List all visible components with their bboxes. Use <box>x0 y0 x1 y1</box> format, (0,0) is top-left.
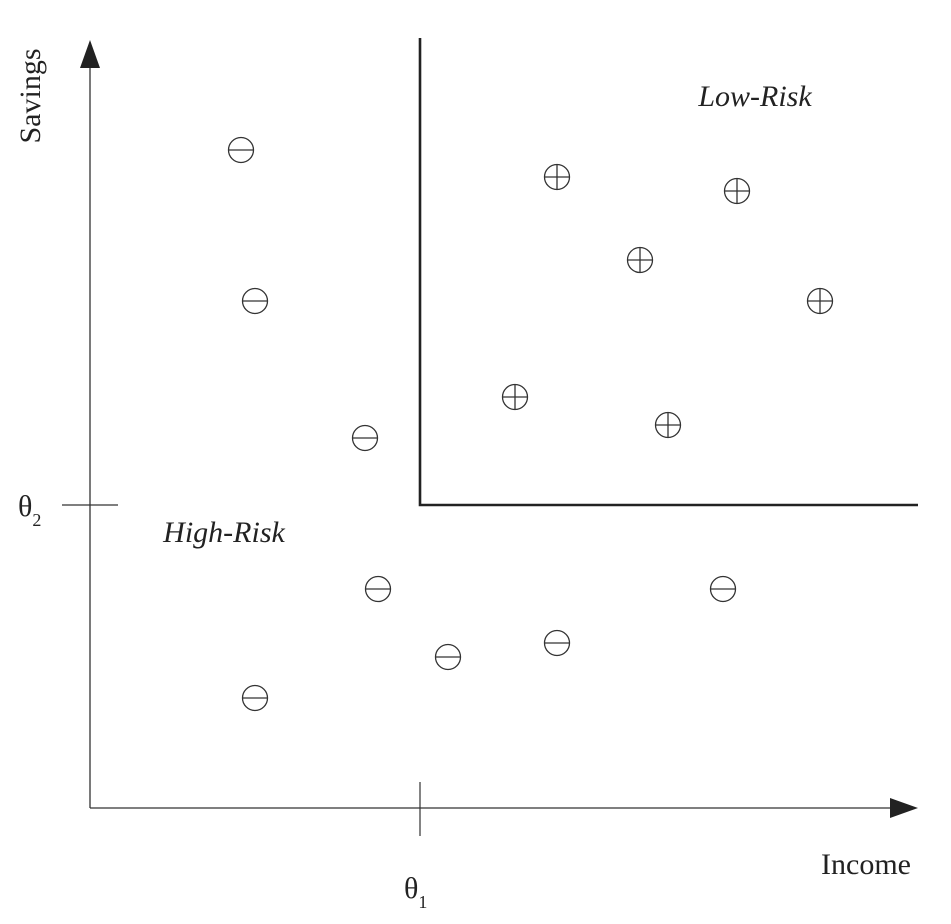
positive-point <box>654 411 682 439</box>
negative-point <box>241 684 269 712</box>
y-axis-label: Savings <box>14 48 47 143</box>
positive-point <box>806 287 834 315</box>
high-risk-label: High-Risk <box>162 516 285 549</box>
positive-point <box>626 246 654 274</box>
x-axis-arrowhead <box>890 798 918 818</box>
positive-point <box>543 163 571 191</box>
negative-point <box>543 629 571 657</box>
negative-point <box>227 136 255 164</box>
x-axis <box>90 798 918 818</box>
negative-point <box>364 575 392 603</box>
decision-boundary <box>418 38 918 507</box>
low-risk-label: Low-Risk <box>697 80 812 113</box>
negative-point <box>709 575 737 603</box>
positive-point <box>501 383 529 411</box>
data-points <box>227 136 834 712</box>
y-axis-arrowhead <box>80 40 100 68</box>
negative-point <box>351 424 379 452</box>
x-axis-label: Income <box>821 848 911 881</box>
negative-point <box>241 287 269 315</box>
negative-point <box>434 643 462 671</box>
positive-point <box>723 177 751 205</box>
theta2-label: θ2 <box>18 490 41 530</box>
theta1-label: θ1 <box>404 872 427 912</box>
y-axis <box>80 40 100 808</box>
